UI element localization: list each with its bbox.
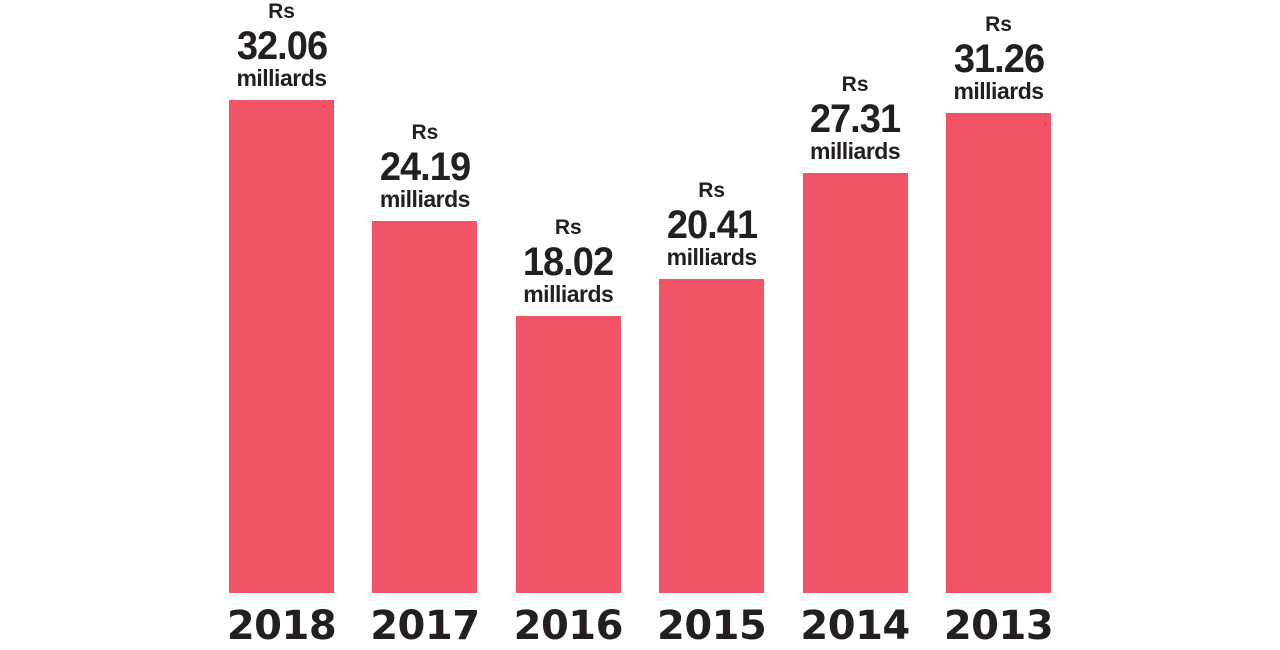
data-label-value: 31.26: [953, 36, 1044, 81]
bar-2017: [372, 221, 478, 593]
data-label-value: 27.31: [809, 97, 901, 142]
bar-2018: [229, 100, 334, 593]
data-label-unit: milliards: [810, 138, 901, 165]
data-label-unit: milliards: [523, 281, 614, 308]
data-label-unit: milliards: [666, 244, 758, 271]
x-tick-label: 2013: [943, 603, 1054, 649]
data-label-prefix: Rs: [698, 179, 726, 203]
bar-2016: [515, 316, 621, 593]
data-label-2014: Rs 27.31 milliards: [775, 74, 935, 163]
data-label-2018: Rs 32.06 milliards: [202, 1, 362, 90]
data-label-2013: Rs 31.26 milliards: [919, 14, 1079, 103]
data-label-unit: milliards: [236, 65, 327, 92]
x-tick-label: 2017: [370, 603, 480, 649]
data-label-value: 20.41: [666, 203, 758, 248]
x-tick-label: 2015: [657, 603, 767, 649]
data-label-unit: milliards: [379, 186, 471, 213]
x-tick-label: 2018: [226, 603, 337, 649]
data-label-prefix: Rs: [841, 73, 869, 97]
bar-2014: [802, 173, 908, 593]
data-label-2015: Rs 20.41 milliards: [632, 180, 792, 269]
data-label-value: 18.02: [523, 240, 614, 285]
x-tick-label: 2014: [800, 603, 910, 649]
data-label-value: 24.19: [379, 145, 471, 190]
data-label-2016: Rs 18.02 milliards: [488, 217, 648, 306]
data-label-prefix: Rs: [554, 216, 582, 240]
data-label-unit: milliards: [953, 77, 1044, 104]
data-label-prefix: Rs: [411, 121, 439, 145]
data-label-value: 32.06: [236, 24, 327, 69]
x-tick-label: 2016: [513, 603, 624, 649]
bar-2013: [946, 112, 1051, 593]
data-label-prefix: Rs: [268, 0, 295, 24]
data-label-prefix: Rs: [985, 12, 1012, 36]
bar-2015: [659, 279, 765, 593]
data-label-2017: Rs 24.19 milliards: [345, 122, 505, 211]
